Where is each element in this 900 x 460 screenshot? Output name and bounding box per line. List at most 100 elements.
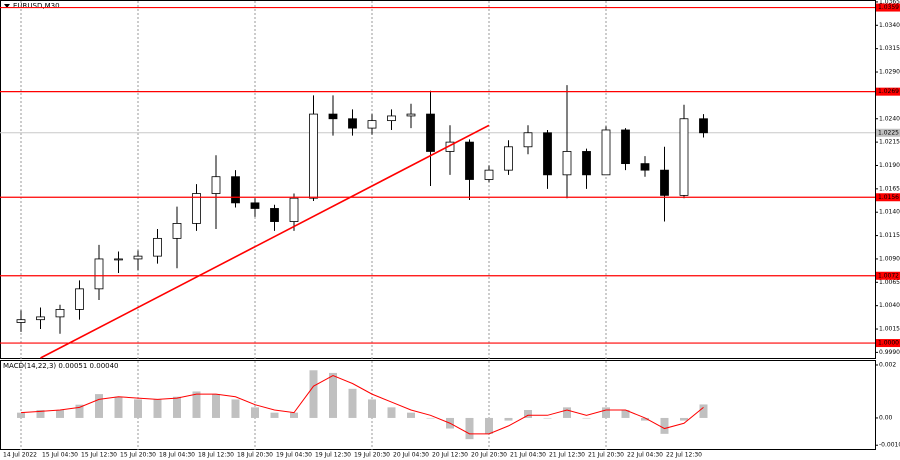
x-tick-label: 18 Jul 12:30 xyxy=(198,452,234,459)
macd-bar xyxy=(699,404,708,418)
candle-body xyxy=(387,115,396,122)
y-tick-label: 1.0340 xyxy=(879,22,900,29)
level-box xyxy=(876,3,900,12)
candle-body xyxy=(348,118,357,129)
x-tick-label: 18 Jul 20:30 xyxy=(237,452,273,459)
y-tick-label: 1.0290 xyxy=(879,69,900,76)
candle-body xyxy=(621,129,630,165)
candle-body xyxy=(328,113,338,120)
candle-body xyxy=(36,316,45,321)
macd-bar xyxy=(407,412,415,418)
macd-bar xyxy=(582,417,591,419)
x-tick-label: 22 Jul 04:30 xyxy=(627,452,663,459)
y-tick-label: 1.0015 xyxy=(879,326,900,333)
macd-bar xyxy=(95,394,103,418)
candle-body xyxy=(55,309,65,318)
macd-bar xyxy=(524,410,532,418)
level-label: 1.0269 xyxy=(878,88,899,95)
macd-panel xyxy=(0,360,876,450)
menu-icon[interactable] xyxy=(4,4,10,8)
macd-bar xyxy=(212,394,220,418)
main-panel xyxy=(0,0,876,359)
level-box xyxy=(876,271,900,280)
candle-body xyxy=(640,163,650,171)
y-tick-label: 1.0140 xyxy=(879,209,900,216)
y-tick-label: 1.0115 xyxy=(879,232,900,239)
signal-line xyxy=(20,375,704,435)
candle-body xyxy=(406,113,416,117)
y-tick-label: 1.0190 xyxy=(879,162,900,169)
macd-bar xyxy=(173,396,181,418)
macd-bar xyxy=(192,391,201,418)
candle-body xyxy=(504,146,513,171)
macd-bar xyxy=(621,410,630,418)
x-tick-label: 20 Jul 20:30 xyxy=(471,452,507,459)
current-price-label: 1.0225 xyxy=(878,129,899,136)
x-tick-label: 15 Jul 20:30 xyxy=(120,452,156,459)
macd-bar xyxy=(114,396,123,418)
candle-body xyxy=(562,151,572,176)
candle-body xyxy=(367,120,377,129)
macd-bar xyxy=(270,412,279,418)
candle-body xyxy=(16,319,26,323)
candle-body xyxy=(94,258,104,290)
candle-body xyxy=(543,132,552,176)
macd-bar xyxy=(290,412,298,418)
macd-bar xyxy=(465,417,474,440)
macd-title: MACD(14,22,3) 0.00051 0.00040 xyxy=(3,362,119,370)
candle-body xyxy=(699,118,708,134)
x-tick-label: 21 Jul 04:30 xyxy=(510,452,546,459)
candle-body xyxy=(114,258,123,261)
candle-body xyxy=(484,169,494,180)
candle-body xyxy=(192,193,201,224)
y-tick-label: 1.0315 xyxy=(879,45,900,52)
candle-body xyxy=(250,202,260,209)
macd-bar xyxy=(641,417,649,421)
x-tick-label: 19 Jul 20:30 xyxy=(354,452,390,459)
candle-body xyxy=(582,151,591,176)
macd-bar xyxy=(563,407,571,418)
macd-bar xyxy=(368,399,376,418)
macd-bar xyxy=(504,417,513,421)
candle-body xyxy=(289,197,299,222)
y-tick-label: 1.0165 xyxy=(879,185,900,192)
x-tick-label: 18 Jul 04:30 xyxy=(159,452,195,459)
trend-line xyxy=(40,124,490,359)
macd-bar xyxy=(426,417,435,419)
macd-bar xyxy=(153,399,162,418)
candle-body xyxy=(172,223,182,239)
level-box xyxy=(876,339,900,348)
y-tick-label: 1.0365 xyxy=(879,0,900,5)
macd-bar xyxy=(348,388,357,418)
y-tick-label: 0.9990 xyxy=(879,349,900,356)
macd-bar xyxy=(485,417,493,434)
candle-body xyxy=(679,118,689,196)
x-tick-label: 15 Jul 12:30 xyxy=(81,452,117,459)
macd-bar xyxy=(75,404,84,418)
y-tick-label: 1.0065 xyxy=(879,279,900,286)
candle-body xyxy=(133,255,143,260)
macd-bar xyxy=(329,372,337,418)
candle-body xyxy=(523,132,533,148)
level-box xyxy=(876,87,900,96)
x-tick-label: 20 Jul 12:30 xyxy=(432,452,468,459)
y-tick-label: -0.00103 xyxy=(879,442,900,449)
x-tick-label: 22 Jul 12:30 xyxy=(666,452,702,459)
macd-bar xyxy=(17,412,25,418)
y-tick-label: 1.0240 xyxy=(879,115,900,122)
macd-bar xyxy=(309,370,318,418)
x-tick-label: 19 Jul 04:30 xyxy=(276,452,312,459)
candle-body xyxy=(270,208,279,222)
macd-bar xyxy=(680,417,688,421)
y-tick-label: 1.0090 xyxy=(879,255,900,262)
x-tick-label: 14 Jul 2022 xyxy=(3,452,37,459)
y-tick-label: 0.00 xyxy=(879,414,893,421)
macd-bar xyxy=(36,410,45,418)
candle-body xyxy=(601,129,611,176)
macd-bar xyxy=(602,407,610,418)
x-tick-label: 21 Jul 12:30 xyxy=(549,452,585,459)
candle-body xyxy=(465,141,474,180)
x-tick-label: 20 Jul 04:30 xyxy=(393,452,429,459)
candle-body xyxy=(153,237,162,257)
